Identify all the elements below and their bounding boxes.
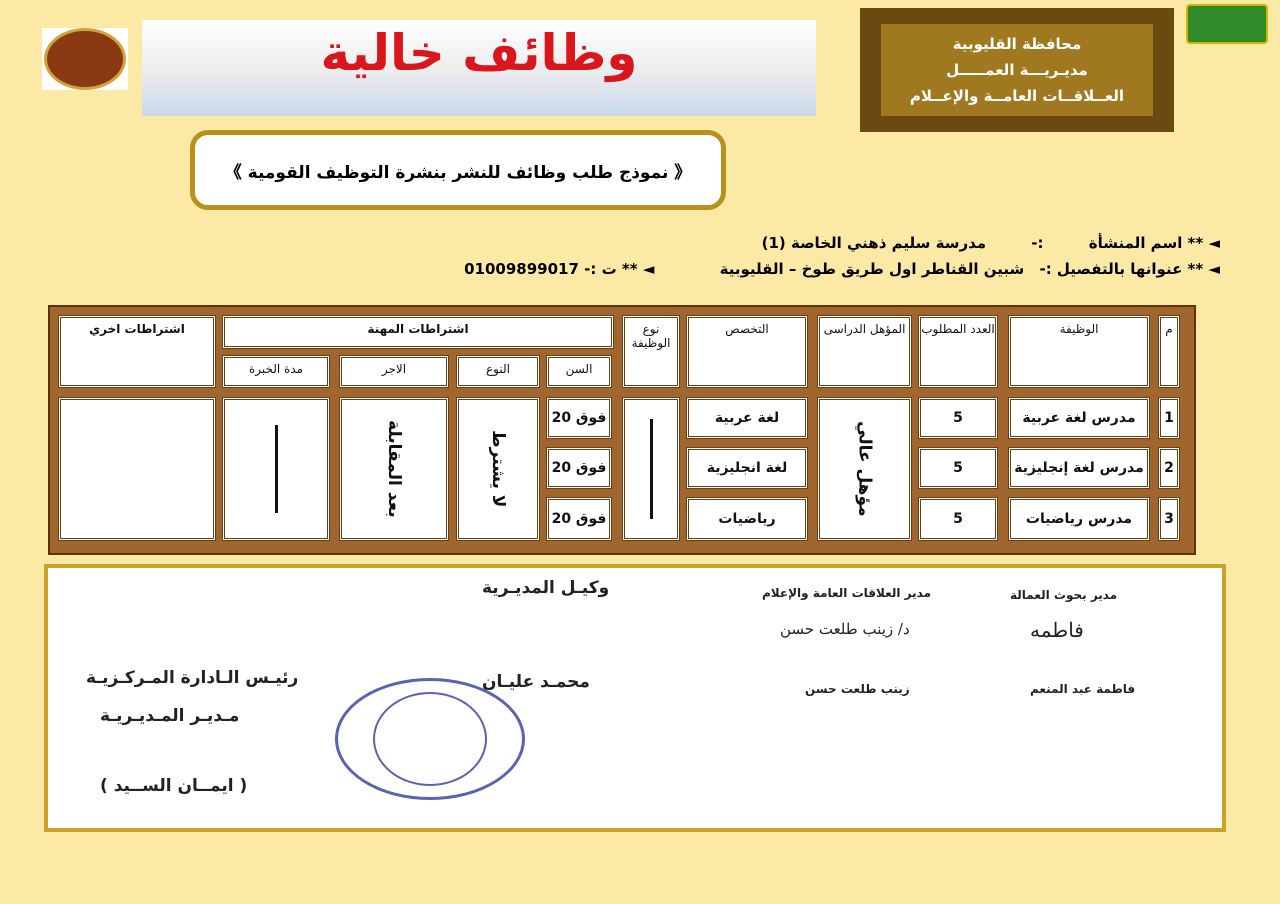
row-2-no: 2 bbox=[1158, 447, 1180, 489]
row-1-age: فوق 20 bbox=[546, 397, 612, 439]
phone-value: 01009899017 bbox=[464, 260, 579, 278]
header-experience: مدة الخبرة bbox=[222, 355, 330, 388]
qualification-value: مؤهل عالي bbox=[854, 421, 875, 517]
gov-line-3: العــلاقــات العامــة والإعــلام bbox=[909, 87, 1125, 105]
row-2-count: 5 bbox=[918, 447, 998, 489]
deputy-title: وكيـل المديـرية bbox=[482, 578, 610, 598]
form-title-box: 《 نموذج طلب وظائف للنشر بنشرة التوظيف ال… bbox=[190, 130, 726, 210]
row-2-age: فوق 20 bbox=[546, 447, 612, 489]
address-value: شبين القناطر اول طريق طوخ – القليوبية bbox=[719, 260, 1025, 278]
gov-line-1: محافظة القليوبية bbox=[952, 35, 1082, 53]
governorate-box: محافظة القليوبية مديـريـــة العمـــــل ا… bbox=[860, 8, 1174, 132]
governorate-logo bbox=[1186, 4, 1268, 44]
establishment-name-row: ◄ ** اسم المنشأة :- مدرسة سليم ذهني الخا… bbox=[762, 234, 1220, 252]
name-label: ◄ ** اسم المنشأة bbox=[1088, 234, 1220, 252]
salary-value: بعد المقابلة bbox=[384, 420, 404, 518]
row-2-specialty: لغة انجليزية bbox=[686, 447, 808, 489]
row-1-count: 5 bbox=[918, 397, 998, 439]
row-1-no: 1 bbox=[1158, 397, 1180, 439]
empty-line bbox=[274, 425, 278, 513]
header-gender: النوع bbox=[456, 355, 540, 388]
pr-director-title: مدير العلاقات العامة والإعلام bbox=[762, 586, 932, 600]
header-age: السن bbox=[546, 355, 612, 388]
row-3-count: 5 bbox=[918, 497, 998, 541]
labor-director-signature: فاطمه bbox=[1030, 618, 1084, 642]
directorate-head: مـديـر المـديـريـة bbox=[100, 706, 240, 726]
other-reqs-cell bbox=[58, 397, 216, 541]
deputy-name: محمـد عليـان bbox=[482, 672, 590, 692]
ministry-logo bbox=[42, 28, 128, 90]
experience-cell bbox=[222, 397, 330, 541]
job-type-cell bbox=[622, 397, 680, 541]
header-job-type: نوع الوظيفة bbox=[622, 315, 680, 388]
gender-value: لا يشترط bbox=[488, 430, 508, 508]
salary-cell: بعد المقابلة bbox=[339, 397, 449, 541]
banner: وظائف خالية bbox=[142, 20, 816, 116]
row-3-job: مدرس رياضيات bbox=[1008, 497, 1150, 541]
signature-box bbox=[44, 564, 1226, 832]
empty-line bbox=[649, 419, 653, 519]
pr-director-signature: د/ زينب طلعت حسن bbox=[780, 620, 910, 638]
pr-director-name: زينب طلعت حسن bbox=[805, 682, 910, 696]
header-other-reqs: اشتراطات اخري bbox=[58, 315, 216, 388]
address-label: ◄ ** عنوانها بالتفصيل :- bbox=[1039, 260, 1220, 278]
labor-director-title: مدير بحوث العمالة bbox=[1010, 588, 1118, 602]
address-row: ◄ ** عنوانها بالتفصيل :- شبين القناطر او… bbox=[464, 260, 1220, 278]
name-separator: :- bbox=[1031, 234, 1044, 252]
row-1-specialty: لغة عربية bbox=[686, 397, 808, 439]
header-count: العدد المطلوب bbox=[918, 315, 998, 388]
header-job: الوظيفة bbox=[1008, 315, 1150, 388]
labor-director-name: فاطمة عبد المنعم bbox=[1030, 682, 1136, 696]
header-salary: الاجر bbox=[339, 355, 449, 388]
official-stamp bbox=[335, 678, 525, 800]
row-2-job: مدرس لغة إنجليزية bbox=[1008, 447, 1150, 489]
qualification-cell: مؤهل عالي bbox=[817, 397, 912, 541]
header-specialty: التخصص bbox=[686, 315, 808, 388]
gov-line-2: مديـريـــة العمـــــل bbox=[946, 61, 1088, 79]
gender-cell: لا يشترط bbox=[456, 397, 540, 541]
row-3-age: فوق 20 bbox=[546, 497, 612, 541]
row-1-job: مدرس لغة عربية bbox=[1008, 397, 1150, 439]
row-3-specialty: رياضيات bbox=[686, 497, 808, 541]
form-title: 《 نموذج طلب وظائف للنشر بنشرة التوظيف ال… bbox=[224, 162, 692, 183]
row-3-no: 3 bbox=[1158, 497, 1180, 541]
banner-title: وظائف خالية bbox=[320, 24, 638, 82]
header-no: م bbox=[1158, 315, 1180, 388]
header-qualification: المؤهل الدراسى bbox=[817, 315, 912, 388]
name-value: مدرسة سليم ذهني الخاصة (1) bbox=[761, 234, 987, 252]
central-admin-head: رئيـس الـادارة المـركـزيـة bbox=[86, 668, 299, 688]
head-name: ( ايمــان الســيد ) bbox=[100, 776, 248, 796]
phone-label: ◄ ** ت :- bbox=[584, 260, 655, 278]
header-profession-reqs: اشتراطات المهنة bbox=[222, 315, 614, 349]
